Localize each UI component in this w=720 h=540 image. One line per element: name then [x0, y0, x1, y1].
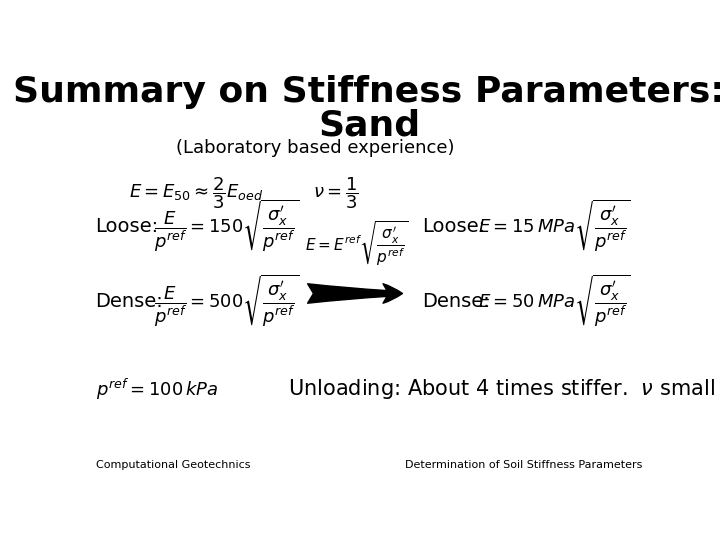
Text: $E = E^{ref}\sqrt{\dfrac{\sigma_x^{\prime}}{p^{ref}}}$: $E = E^{ref}\sqrt{\dfrac{\sigma_x^{\prim…	[305, 220, 408, 268]
Text: $E = E_{50} \approx \dfrac{2}{3} E_{oed}$: $E = E_{50} \approx \dfrac{2}{3} E_{oed}…	[129, 175, 263, 211]
Text: Computational Geotechnics: Computational Geotechnics	[96, 460, 250, 470]
Text: Determination of Soil Stiffness Parameters: Determination of Soil Stiffness Paramete…	[405, 460, 642, 470]
Text: (Laboratory based experience): (Laboratory based experience)	[176, 139, 455, 157]
Text: $\dfrac{E}{p^{ref}} = 150\sqrt{\dfrac{\sigma_x^{\prime}}{p^{ref}}}$: $\dfrac{E}{p^{ref}} = 150\sqrt{\dfrac{\s…	[154, 198, 300, 255]
Text: Dense:: Dense:	[96, 292, 163, 311]
Text: $\dfrac{E}{p^{ref}} = 500\sqrt{\dfrac{\sigma_x^{\prime}}{p^{ref}}}$: $\dfrac{E}{p^{ref}} = 500\sqrt{\dfrac{\s…	[154, 273, 300, 330]
Text: Summary on Stiffness Parameters:: Summary on Stiffness Parameters:	[13, 75, 720, 109]
Text: Loose:: Loose:	[422, 218, 485, 237]
Text: Unloading: About 4 times stiffer.  $\nu$ small: Unloading: About 4 times stiffer. $\nu$ …	[288, 377, 715, 401]
Text: Dense:: Dense:	[422, 292, 490, 311]
Text: Sand: Sand	[318, 109, 420, 143]
Text: $E = 15\,MPa\sqrt{\dfrac{\sigma_x^{\prime}}{p^{ref}}}$: $E = 15\,MPa\sqrt{\dfrac{\sigma_x^{\prim…	[478, 198, 631, 255]
Text: $\nu = \dfrac{1}{3}$: $\nu = \dfrac{1}{3}$	[313, 175, 359, 211]
FancyArrowPatch shape	[307, 284, 402, 303]
Text: $p^{ref} = 100\,kPa$: $p^{ref} = 100\,kPa$	[96, 376, 218, 402]
Text: Loose:: Loose:	[96, 218, 158, 237]
Text: $E = 50\,MPa\sqrt{\dfrac{\sigma_x^{\prime}}{p^{ref}}}$: $E = 50\,MPa\sqrt{\dfrac{\sigma_x^{\prim…	[478, 273, 631, 330]
